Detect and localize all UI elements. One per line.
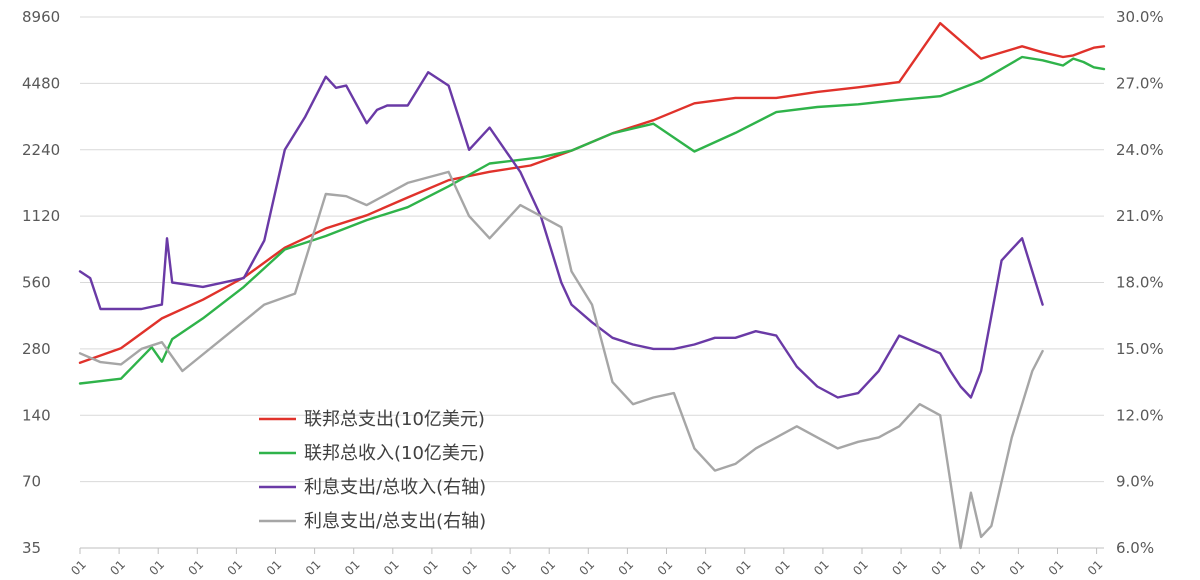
x-tick-label: 01 — [1007, 557, 1028, 578]
left-tick-label: 70 — [22, 473, 41, 491]
legend-label: 利息支出/总收入(右轴) — [304, 477, 486, 498]
legend-label: 联邦总收入(10亿美元) — [304, 443, 485, 464]
x-tick-label: 01 — [420, 557, 441, 578]
left-tick-label: 2240 — [22, 141, 60, 159]
right-tick-label: 21.0% — [1116, 207, 1164, 225]
x-tick-label: 01 — [968, 557, 989, 578]
x-tick-label: 01 — [303, 557, 324, 578]
right-tick-label: 18.0% — [1116, 274, 1164, 292]
right-tick-label: 12.0% — [1116, 406, 1164, 424]
x-tick-label: 01 — [1085, 557, 1106, 578]
left-axis-ticks: 35 70 140 280 560 1120 2240 4480 8960 — [22, 8, 60, 557]
left-tick-label: 1120 — [22, 207, 60, 225]
x-tick-label: 01 — [694, 557, 715, 578]
right-tick-label: 27.0% — [1116, 74, 1164, 92]
x-tick-label: 01 — [889, 557, 910, 578]
x-tick-label: 01 — [850, 557, 871, 578]
right-tick-label: 24.0% — [1116, 141, 1164, 159]
right-tick-label: 30.0% — [1116, 8, 1164, 26]
x-tick-label: 01 — [107, 557, 128, 578]
legend-label: 联邦总支出(10亿美元) — [304, 409, 485, 430]
left-tick-label: 560 — [22, 274, 51, 292]
left-tick-label: 280 — [22, 340, 51, 358]
series-lines — [78, 22, 1106, 550]
series-line-3 — [78, 71, 1044, 399]
x-tick-label: 01 — [264, 557, 285, 578]
x-tick-label: 01 — [1046, 557, 1067, 578]
gridlines — [80, 16, 1104, 549]
series-line-4 — [78, 170, 1044, 550]
x-tick-label: 01 — [733, 557, 754, 578]
x-tick-label: 01 — [655, 557, 676, 578]
right-axis-ticks: 6.0% 9.0% 12.0% 15.0% 18.0% 21.0% 24.0% 27.0% 30… — [1116, 8, 1164, 557]
x-tick-label: 01 — [537, 557, 558, 578]
left-tick-label: 140 — [22, 406, 51, 424]
legend-label: 利息支出/总支出(右轴) — [304, 511, 486, 532]
series-line-2 — [78, 55, 1106, 385]
right-tick-label: 6.0% — [1116, 539, 1154, 557]
x-tick-label: 01 — [577, 557, 598, 578]
x-tick-label: 01 — [928, 557, 949, 578]
x-tick-label: 01 — [342, 557, 363, 578]
right-tick-label: 9.0% — [1116, 473, 1154, 491]
x-tick-label: 01 — [146, 557, 167, 578]
series-line-1 — [78, 22, 1106, 364]
left-tick-label: 8960 — [22, 8, 60, 26]
right-tick-label: 15.0% — [1116, 340, 1164, 358]
x-axis: 01 01 01 01 01 01 01 01 01 01 01 01 01 01 01 01 01 01 01 01… — [68, 548, 1106, 578]
x-tick-label: 01 — [225, 557, 246, 578]
left-tick-label: 4480 — [22, 74, 60, 92]
left-tick-label: 35 — [22, 539, 41, 557]
x-tick-label: 01 — [772, 557, 793, 578]
x-tick-label: 01 — [459, 557, 480, 578]
x-tick-label: 01 — [381, 557, 402, 578]
x-tick-label: 01 — [498, 557, 519, 578]
x-tick-label: 01 — [68, 557, 89, 578]
x-tick-label: 01 — [186, 557, 207, 578]
x-tick-label: 01 — [811, 557, 832, 578]
legend: 联邦总支出(10亿美元) 联邦总收入(10亿美元) 利息支出/总收入(右轴) 利息支出… — [259, 409, 486, 532]
x-tick-label: 01 — [616, 557, 637, 578]
